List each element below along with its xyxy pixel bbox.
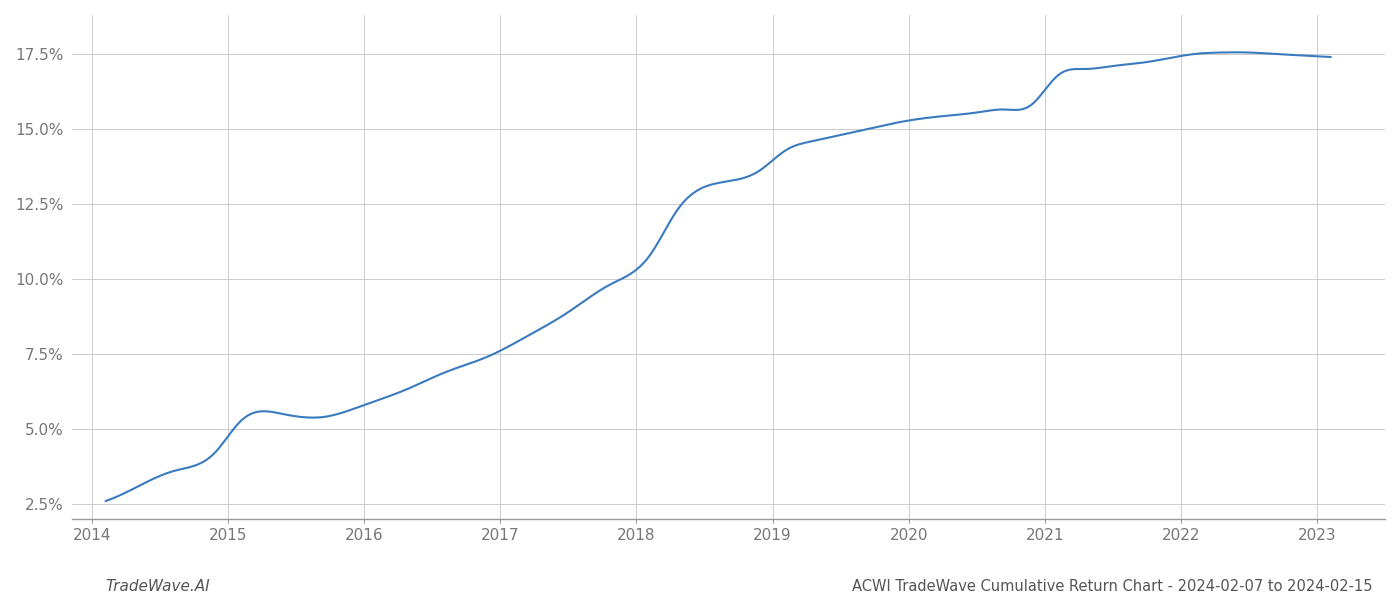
Text: TradeWave.AI: TradeWave.AI [105,579,210,594]
Text: ACWI TradeWave Cumulative Return Chart - 2024-02-07 to 2024-02-15: ACWI TradeWave Cumulative Return Chart -… [851,579,1372,594]
